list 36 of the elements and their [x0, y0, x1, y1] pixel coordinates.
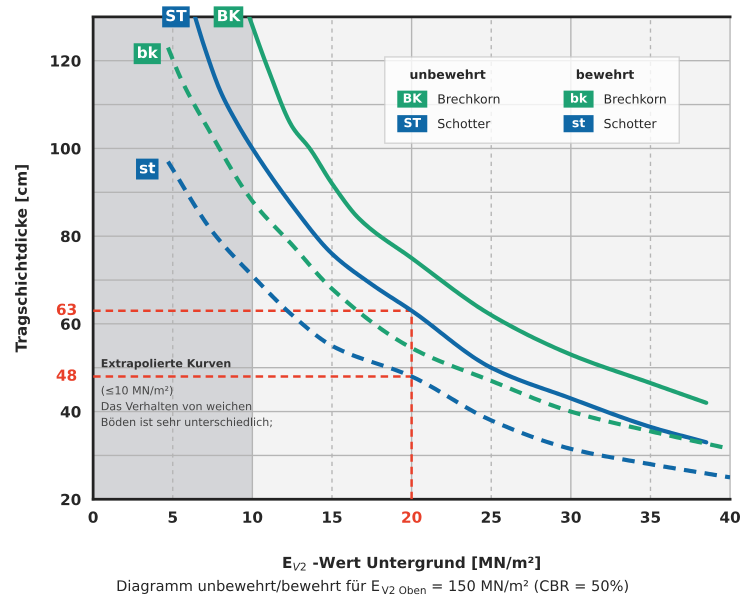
- annotation: bewehrt: [576, 69, 634, 80]
- y-tick-label: 80: [60, 230, 81, 242]
- x-tick-label: 10: [243, 511, 262, 523]
- legend-label: Schotter: [604, 118, 657, 128]
- y-tick-label: 120: [51, 55, 81, 67]
- annotation: (≤10 MN/m²) Das Verhalten von weichen Böden ist sehr unterschiedlich;: [102, 386, 272, 428]
- annotation: st: [140, 162, 156, 174]
- text: Diagramm unbewehrt/bewehrt für EV2 Oben = 150 MN/m² (CBR = 50%): [118, 580, 628, 594]
- y-tick-label: 100: [51, 142, 81, 154]
- annotation: Extrapolierte Kurven: [102, 358, 230, 370]
- text: ST: [404, 118, 421, 128]
- text: bk: [570, 93, 588, 103]
- y-tick-label: 40: [60, 406, 81, 418]
- y-tick-label: 20: [61, 494, 81, 506]
- annotation: ST: [166, 10, 187, 22]
- y-axis-title: Tragschichtdicke [cm]: [15, 165, 30, 352]
- x-tick-label: 5: [168, 512, 177, 523]
- x-axis-title: E$_{V2}$ -Wert Untergrund [MN/m²]: [283, 556, 540, 572]
- legend-label: Brechkorn: [438, 94, 500, 104]
- x-tick-label: 15: [323, 512, 342, 523]
- legend-label: Schotter: [438, 118, 490, 128]
- text: st: [572, 118, 585, 128]
- x-tick-label: 40: [720, 511, 740, 523]
- ref-line-label: 63: [56, 304, 76, 316]
- x-tick-label: 0: [88, 511, 98, 523]
- y-tick-label: 60: [61, 318, 81, 330]
- annotation: bk: [138, 46, 158, 58]
- text: BK: [404, 93, 422, 103]
- x-tick-label: 30: [561, 511, 581, 523]
- annotation: BK: [218, 10, 241, 22]
- ref-line-label: 48: [56, 369, 76, 381]
- x-tick-label: 25: [482, 511, 501, 523]
- x-tick-label: 35: [640, 511, 660, 523]
- legend-label: Brechkorn: [604, 94, 666, 104]
- x-tick-label: 20: [402, 511, 422, 523]
- annotation: unbewehrt: [410, 69, 486, 80]
